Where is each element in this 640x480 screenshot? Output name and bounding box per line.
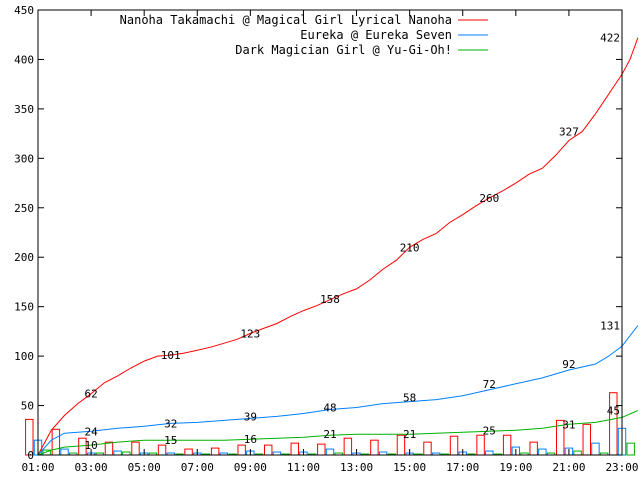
y-tick-label: 0 <box>27 449 34 462</box>
x-tick-label: 11:00 <box>287 461 320 474</box>
data-label: 210 <box>400 241 420 254</box>
hourly-bar <box>325 448 335 456</box>
hourly-bar <box>113 450 122 456</box>
data-label: 31 <box>562 418 575 431</box>
data-label: 45 <box>607 405 620 418</box>
data-label: 25 <box>483 424 496 437</box>
x-tick-label: 19:00 <box>499 461 532 474</box>
data-label: 48 <box>323 402 336 415</box>
data-label: 92 <box>562 358 575 371</box>
legend-label: Dark Magician Girl @ Yu-Gi-Oh! <box>235 43 452 57</box>
hourly-bar <box>529 441 538 456</box>
x-tick-label: 15:00 <box>393 461 426 474</box>
data-label: 62 <box>84 388 97 401</box>
y-tick-label: 50 <box>21 400 34 413</box>
hourly-bar <box>591 442 600 456</box>
x-tick-label: 07:00 <box>181 461 214 474</box>
y-tick-label: 250 <box>14 202 34 215</box>
data-label: 39 <box>244 410 257 423</box>
plot-frame <box>37 9 623 456</box>
hourly-bar <box>502 434 512 456</box>
hourly-bar <box>210 447 220 456</box>
hourly-bar <box>573 450 582 456</box>
axes-layer: 0 50 100 150 200 250 300 350 400 450 01:00 03:00 05:… <box>14 4 638 474</box>
series-line <box>37 410 639 456</box>
hourly-bar <box>131 441 140 456</box>
data-label: 260 <box>479 192 499 205</box>
hourly-bar <box>538 448 547 456</box>
hourly-bar <box>626 442 635 456</box>
hourly-bar <box>317 443 326 456</box>
x-tick-label: 21:00 <box>552 461 585 474</box>
data-label: 16 <box>244 433 257 446</box>
data-label: 72 <box>483 378 496 391</box>
data-label: 10 <box>84 439 97 452</box>
data-label: 15 <box>164 434 177 447</box>
x-tick-label: 09:00 <box>234 461 267 474</box>
hourly-bar <box>264 444 273 456</box>
hourly-bar <box>25 418 34 456</box>
data-label: 21 <box>323 428 336 441</box>
x-tick-label: 23:00 <box>605 461 638 474</box>
data-label: 131 <box>600 319 620 332</box>
hourly-bar <box>476 434 485 456</box>
y-tick-label: 300 <box>14 152 34 165</box>
y-tick-label: 450 <box>14 4 34 17</box>
hourly-bar <box>60 448 69 456</box>
y-tick-label: 400 <box>14 53 34 66</box>
legend: Nanoha Takamachi @ Magical Girl Lyrical … <box>120 13 488 57</box>
y-tick-label: 100 <box>14 350 34 363</box>
hourly-bar <box>237 444 246 456</box>
legend-label: Nanoha Takamachi @ Magical Girl Lyrical … <box>120 13 452 27</box>
line-layer <box>37 37 639 456</box>
series-line <box>37 37 639 456</box>
hourly-bar <box>104 441 114 456</box>
data-label: 58 <box>403 392 416 405</box>
data-label: 32 <box>164 417 177 430</box>
data-label: 24 <box>84 425 98 438</box>
data-label: 327 <box>559 126 579 139</box>
x-tick-label: 17:00 <box>446 461 479 474</box>
hourly-bar <box>609 392 618 456</box>
hourly-bar <box>423 441 432 456</box>
x-tick-label: 03:00 <box>75 461 108 474</box>
hourly-bar <box>582 423 591 456</box>
hourly-bar <box>290 442 299 456</box>
legend-label: Eureka @ Eureka Seven <box>300 28 452 42</box>
data-label: 158 <box>320 293 340 306</box>
x-tick-label: 13:00 <box>340 461 373 474</box>
x-tick-label: 05:00 <box>128 461 161 474</box>
hourly-bar <box>449 435 459 456</box>
hourly-bar <box>184 448 193 456</box>
y-tick-label: 200 <box>14 251 34 264</box>
y-tick-label: 150 <box>14 301 34 314</box>
data-label: 422 <box>600 32 620 45</box>
y-tick-label: 350 <box>14 103 34 116</box>
data-label: 21 <box>403 428 416 441</box>
x-tick-label: 01:00 <box>21 461 54 474</box>
data-label-layer: 62 101 123 158 210 260 327 422 24 32 39 48 58 72 92 131… <box>84 32 620 452</box>
data-label: 123 <box>240 327 260 340</box>
data-label: 101 <box>161 349 181 362</box>
series-line <box>37 325 639 456</box>
hourly-bar <box>343 437 353 456</box>
hourly-bar <box>485 450 494 456</box>
hourly-bar <box>51 428 61 456</box>
hourly-bar <box>370 439 379 456</box>
